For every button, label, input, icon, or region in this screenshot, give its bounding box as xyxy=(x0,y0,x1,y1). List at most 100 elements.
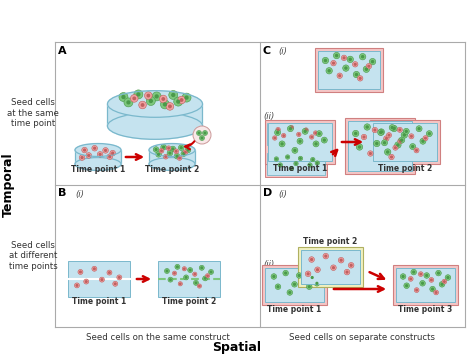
Circle shape xyxy=(420,273,421,275)
Circle shape xyxy=(207,275,208,276)
Bar xyxy=(370,120,440,164)
Text: (ii): (ii) xyxy=(263,112,274,121)
Circle shape xyxy=(203,276,208,281)
Circle shape xyxy=(199,265,204,270)
Text: (i): (i) xyxy=(75,190,84,198)
Bar xyxy=(396,268,455,302)
Circle shape xyxy=(401,139,403,141)
Circle shape xyxy=(159,149,164,153)
Circle shape xyxy=(420,281,425,286)
Circle shape xyxy=(416,150,417,151)
Circle shape xyxy=(315,267,320,272)
Circle shape xyxy=(192,272,197,276)
Circle shape xyxy=(383,136,389,141)
Circle shape xyxy=(173,271,177,275)
Circle shape xyxy=(336,55,337,56)
Circle shape xyxy=(172,94,175,96)
Circle shape xyxy=(337,73,342,79)
Circle shape xyxy=(425,137,426,139)
Circle shape xyxy=(380,131,382,134)
Text: Time point 2: Time point 2 xyxy=(162,297,216,306)
Circle shape xyxy=(344,269,350,275)
Circle shape xyxy=(84,149,85,151)
Circle shape xyxy=(436,270,441,276)
Circle shape xyxy=(289,125,294,130)
Circle shape xyxy=(282,134,286,138)
Circle shape xyxy=(403,129,409,134)
Circle shape xyxy=(178,96,185,104)
Circle shape xyxy=(174,97,183,106)
Circle shape xyxy=(114,283,116,285)
Circle shape xyxy=(385,138,387,139)
Circle shape xyxy=(326,67,332,74)
Circle shape xyxy=(302,129,308,134)
Circle shape xyxy=(134,90,143,99)
Circle shape xyxy=(285,272,287,274)
Circle shape xyxy=(403,134,405,136)
Circle shape xyxy=(315,132,316,134)
Circle shape xyxy=(289,292,291,293)
Circle shape xyxy=(310,275,315,280)
Circle shape xyxy=(406,285,408,287)
Circle shape xyxy=(405,130,407,132)
Bar xyxy=(108,104,202,126)
Circle shape xyxy=(359,77,361,79)
Circle shape xyxy=(175,264,180,269)
Circle shape xyxy=(298,275,300,276)
Circle shape xyxy=(442,279,447,284)
Circle shape xyxy=(97,152,103,157)
Text: Time point 1: Time point 1 xyxy=(71,165,125,174)
Circle shape xyxy=(410,136,412,137)
Circle shape xyxy=(169,91,178,100)
Circle shape xyxy=(380,131,383,133)
Circle shape xyxy=(447,277,449,278)
Circle shape xyxy=(188,267,192,272)
Circle shape xyxy=(374,140,380,147)
Circle shape xyxy=(78,270,83,275)
Circle shape xyxy=(347,56,354,62)
Bar xyxy=(265,120,335,164)
Bar xyxy=(75,150,121,164)
Circle shape xyxy=(438,272,439,274)
Circle shape xyxy=(109,156,110,157)
Bar xyxy=(268,123,332,161)
Circle shape xyxy=(107,154,112,160)
Circle shape xyxy=(323,253,328,259)
Circle shape xyxy=(387,151,389,153)
Circle shape xyxy=(147,94,150,97)
Circle shape xyxy=(311,277,313,278)
Circle shape xyxy=(323,139,325,141)
Text: Seed cells on separate constructs: Seed cells on separate constructs xyxy=(290,332,436,342)
Circle shape xyxy=(313,131,318,135)
Circle shape xyxy=(426,131,432,137)
Text: Time point 1: Time point 1 xyxy=(72,297,126,306)
Circle shape xyxy=(184,268,185,270)
Circle shape xyxy=(158,154,159,155)
Circle shape xyxy=(163,146,164,148)
Circle shape xyxy=(378,130,383,136)
Circle shape xyxy=(298,156,303,161)
Circle shape xyxy=(297,138,303,144)
Circle shape xyxy=(386,132,392,138)
Circle shape xyxy=(322,57,328,64)
Text: Time point 1: Time point 1 xyxy=(273,164,327,173)
Circle shape xyxy=(359,54,366,60)
Ellipse shape xyxy=(108,113,202,139)
Circle shape xyxy=(395,142,401,148)
Circle shape xyxy=(177,266,178,268)
Circle shape xyxy=(296,273,302,278)
Text: (i): (i) xyxy=(278,190,287,198)
Circle shape xyxy=(312,159,313,160)
Circle shape xyxy=(88,155,90,156)
Circle shape xyxy=(162,98,164,100)
Circle shape xyxy=(185,96,188,99)
Circle shape xyxy=(181,151,187,156)
Text: Seed cells
at different
time points: Seed cells at different time points xyxy=(9,241,57,271)
Circle shape xyxy=(441,283,443,285)
Circle shape xyxy=(363,66,370,72)
Circle shape xyxy=(333,52,340,59)
Circle shape xyxy=(309,286,310,288)
Circle shape xyxy=(414,148,419,153)
Text: Time point 2: Time point 2 xyxy=(303,237,357,246)
Circle shape xyxy=(294,161,298,166)
